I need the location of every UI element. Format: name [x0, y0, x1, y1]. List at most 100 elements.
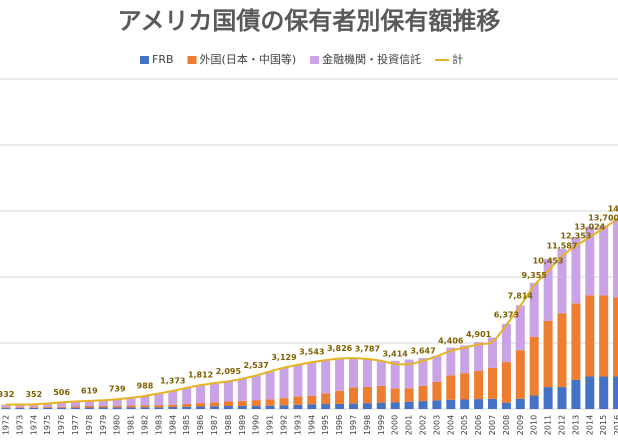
- x-tick-label: 1987: [210, 415, 219, 435]
- x-tick-label: 2011: [544, 415, 553, 435]
- x-tick-label: 1991: [266, 415, 275, 435]
- bar-segment: [599, 225, 609, 296]
- bar-segment: [182, 406, 192, 409]
- bar-segment: [307, 395, 317, 405]
- bar-segment: [210, 406, 219, 409]
- x-tick-label: 1977: [71, 415, 80, 435]
- bar-segment: [98, 407, 108, 409]
- bar-segment: [223, 381, 233, 402]
- bar-segment: [515, 305, 525, 351]
- bar-segment: [196, 385, 206, 404]
- bar-segment: [404, 388, 414, 402]
- bar-segment: [29, 407, 39, 408]
- bar-segment: [404, 359, 414, 389]
- bar-segment: [557, 387, 567, 409]
- bar-segment: [460, 399, 470, 409]
- x-tick-label: 2008: [502, 415, 511, 435]
- bar-segment: [501, 323, 511, 363]
- data-label: 988: [137, 381, 154, 390]
- bar-segment: [349, 358, 358, 388]
- bar-segment: [362, 387, 372, 404]
- bar-segment: [140, 407, 150, 409]
- bar-segment: [182, 387, 192, 404]
- bar-segment: [57, 406, 67, 408]
- bar-segment: [43, 407, 53, 409]
- x-tick-label: 1980: [113, 415, 122, 435]
- bar-segment: [460, 373, 470, 400]
- data-label: 352: [25, 390, 42, 399]
- bar-segment: [265, 405, 275, 409]
- legend-label: 金融機関・投資信託: [322, 52, 421, 66]
- data-label: 619: [81, 386, 98, 395]
- bar-segment: [501, 362, 511, 403]
- bar-segment: [571, 379, 581, 409]
- bar-segment: [293, 364, 303, 397]
- x-tick-label: 2010: [530, 415, 539, 435]
- bar-segment: [29, 407, 39, 409]
- bar-segment: [529, 336, 539, 396]
- bar-segment: [571, 237, 581, 304]
- bar-segment: [98, 400, 108, 406]
- x-tick-label: 1996: [335, 415, 344, 435]
- bar-segment: [585, 376, 595, 409]
- bar-segment: [84, 407, 94, 409]
- data-label: 3,129: [271, 353, 297, 362]
- legend-label: 外国(日本・中国等): [200, 52, 297, 66]
- x-tick-label: 1994: [307, 415, 316, 435]
- bar-segment: [43, 407, 53, 408]
- data-label: 11,587: [547, 242, 578, 251]
- bar-segment: [210, 402, 219, 407]
- bar-segment: [376, 402, 386, 409]
- bar-segment: [1, 408, 11, 409]
- bar-segment: [349, 387, 358, 404]
- bar-segment: [557, 248, 567, 314]
- x-tick-label: 1986: [196, 415, 205, 435]
- bar-segment: [585, 226, 595, 296]
- bar-segment: [321, 393, 331, 405]
- bar-segment: [265, 399, 275, 406]
- bar-segment: [210, 383, 219, 403]
- x-tick-label: 1975: [43, 415, 52, 435]
- bar-segment: [57, 402, 67, 407]
- bar-segment: [251, 400, 261, 406]
- x-tick-label: 1979: [99, 415, 108, 435]
- bar-segment: [613, 219, 618, 298]
- x-tick-label: 1997: [349, 415, 358, 435]
- bar-segment: [460, 345, 470, 374]
- bar-segment: [404, 401, 414, 409]
- bar-segment: [57, 407, 67, 409]
- bar-segment: [140, 405, 150, 408]
- bar-segment: [390, 402, 400, 409]
- x-tick-label: 2014: [585, 415, 594, 435]
- bar-segment: [71, 401, 80, 407]
- bar-segment: [126, 397, 136, 406]
- bar-segment: [168, 404, 178, 408]
- bar-segment: [126, 407, 136, 409]
- data-label: 2,095: [216, 367, 242, 376]
- bar-segment: [543, 321, 553, 388]
- bar-segment: [585, 295, 595, 377]
- bar-segment: [362, 359, 372, 388]
- bar-segment: [112, 405, 122, 408]
- bar-segment: [390, 388, 400, 403]
- bar-segment: [557, 313, 567, 388]
- bar-segment: [376, 385, 386, 403]
- bar-segment: [349, 403, 358, 409]
- x-tick-label: 2016: [613, 415, 618, 435]
- bar-segment: [474, 342, 484, 372]
- bar-segment: [196, 403, 206, 407]
- bar-segment: [376, 360, 386, 386]
- bar-segment: [432, 356, 442, 382]
- data-label: 739: [109, 385, 126, 394]
- bar-segment: [112, 399, 122, 406]
- x-tick-label: 1993: [293, 415, 302, 435]
- bar-segment: [446, 375, 456, 400]
- bar-segment: [599, 295, 609, 377]
- data-label: 3,543: [299, 348, 324, 357]
- x-tick-label: 2000: [391, 415, 400, 435]
- bar-segment: [390, 360, 400, 389]
- bar-segment: [474, 399, 484, 409]
- bar-segment: [293, 396, 303, 405]
- x-tick-label: 1988: [224, 415, 233, 435]
- total-line: [5, 218, 618, 406]
